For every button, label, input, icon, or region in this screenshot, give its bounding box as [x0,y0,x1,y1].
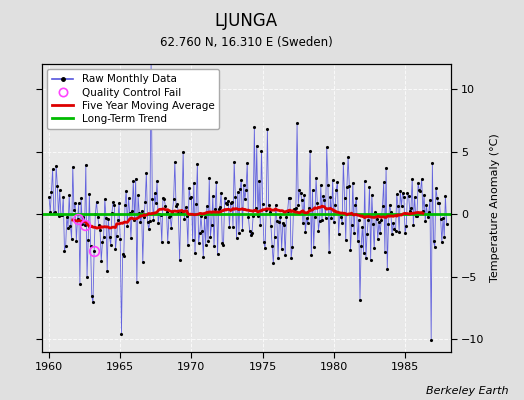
Text: Berkeley Earth: Berkeley Earth [426,386,508,396]
Text: LJUNGA: LJUNGA [215,12,278,30]
Legend: Raw Monthly Data, Quality Control Fail, Five Year Moving Average, Long-Term Tren: Raw Monthly Data, Quality Control Fail, … [47,69,220,129]
Y-axis label: Temperature Anomaly (°C): Temperature Anomaly (°C) [490,134,500,282]
Text: 62.760 N, 16.310 E (Sweden): 62.760 N, 16.310 E (Sweden) [160,36,333,49]
